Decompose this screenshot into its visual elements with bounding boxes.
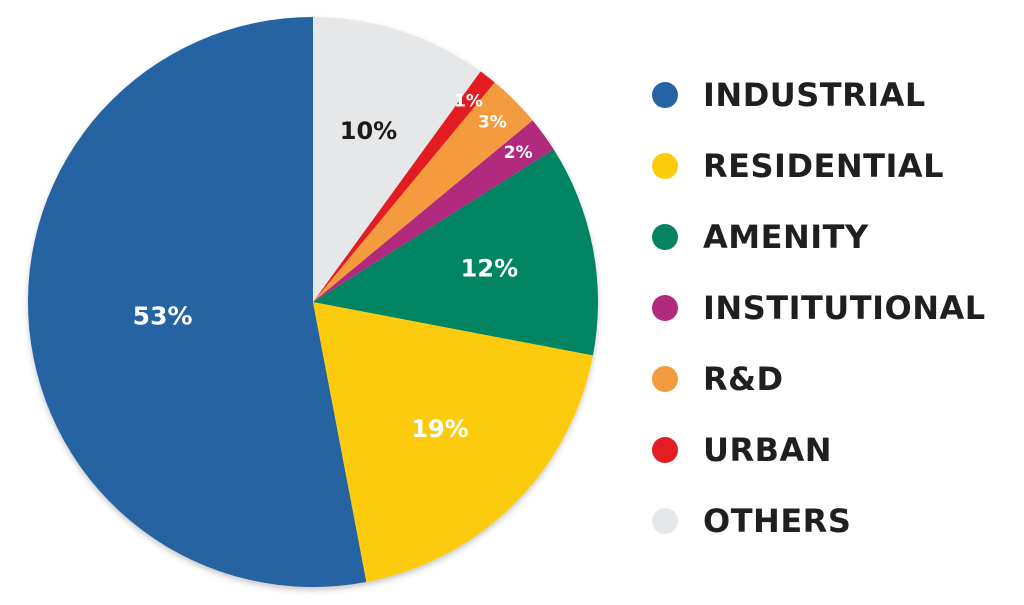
legend-swatch-urban — [652, 437, 678, 463]
pie-slice-urban — [313, 71, 495, 303]
pie-slice-amenity — [313, 149, 598, 356]
slice-label-industrial: 53% — [133, 302, 193, 331]
legend-label-randd: R&D — [703, 360, 784, 398]
legend-swatch-institutional — [652, 295, 678, 321]
legend-item-institutional: INSTITUTIONAL — [652, 289, 986, 327]
slice-label-amenity: 12% — [461, 254, 518, 282]
slice-label-residential: 19% — [411, 415, 468, 443]
legend-label-others: OTHERS — [703, 502, 851, 540]
legend-item-residential: RESIDENTIAL — [652, 147, 944, 185]
legend-label-residential: RESIDENTIAL — [703, 147, 944, 185]
pie-slice-others — [313, 17, 481, 302]
pie-slice-institutional — [313, 120, 554, 302]
pie-slice-randd — [313, 82, 533, 303]
legend-swatch-residential — [652, 153, 678, 179]
legend-swatch-industrial — [652, 82, 678, 108]
legend-item-industrial: INDUSTRIAL — [652, 76, 926, 114]
legend-swatch-randd — [652, 366, 678, 392]
pie-slice-residential — [313, 302, 593, 582]
pie-slice-industrial — [27, 16, 367, 587]
slice-label-institutional: 2% — [504, 143, 533, 163]
legend: INDUSTRIAL RESIDENTIAL AMENITY INSTITUTIONA… — [652, 76, 986, 540]
legend-label-amenity: AMENITY — [703, 218, 869, 256]
legend-item-urban: URBAN — [652, 431, 832, 469]
legend-item-amenity: AMENITY — [652, 218, 869, 256]
legend-label-urban: URBAN — [703, 431, 832, 469]
slice-label-urban: 1% — [454, 92, 483, 112]
legend-swatch-amenity — [652, 224, 678, 250]
legend-swatch-others — [652, 508, 678, 534]
pie-slices — [27, 16, 598, 587]
legend-item-randd: R&D — [652, 360, 784, 398]
slice-labels: 53% 19% 12% 2% 3%1% 10% — [133, 92, 533, 443]
legend-label-institutional: INSTITUTIONAL — [703, 289, 986, 327]
slice-label-randd: 3% — [478, 113, 507, 133]
slice-label-others: 10% — [340, 117, 397, 145]
legend-label-industrial: INDUSTRIAL — [703, 76, 926, 114]
legend-item-others: OTHERS — [652, 502, 851, 540]
